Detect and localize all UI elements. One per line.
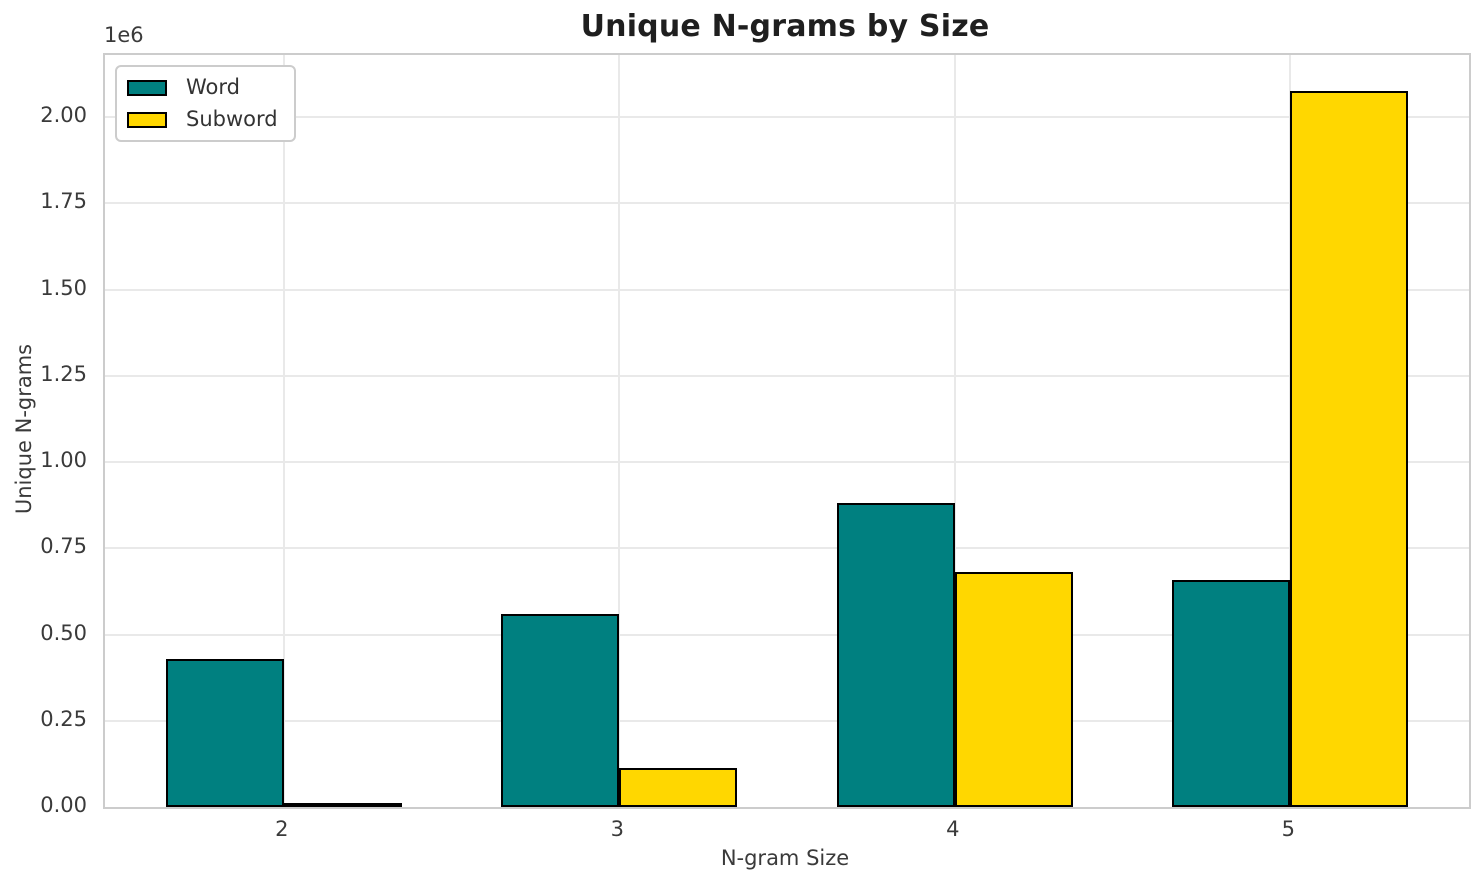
bar-subword-5 — [1290, 91, 1409, 807]
plot-area: Word Subword — [103, 53, 1471, 809]
legend-swatch-word — [127, 79, 167, 96]
y-tick-label-0.50: 0.50 — [40, 620, 87, 645]
legend: Word Subword — [115, 65, 296, 142]
bar-subword-3 — [619, 767, 738, 807]
x-tick-label-3: 3 — [610, 817, 624, 841]
y-axis-offset-label: 1e6 — [104, 23, 144, 47]
bar-subword-4 — [954, 572, 1073, 807]
chart-title: Unique N-grams by Size — [580, 9, 990, 44]
legend-entry-word: Word — [127, 75, 278, 100]
x-axis-label: N-gram Size — [720, 846, 850, 870]
gridline-y-0.25 — [105, 719, 1469, 722]
bar-word-4 — [836, 503, 955, 807]
y-tick-label-1.75: 1.75 — [40, 189, 87, 214]
bar-word-2 — [165, 658, 284, 807]
legend-entry-subword: Subword — [127, 107, 278, 132]
y-tick-label-2.00: 2.00 — [40, 103, 87, 128]
gridline-y-1.50 — [105, 288, 1469, 291]
gridline-y-0.75 — [105, 547, 1469, 550]
gridline-x-2 — [282, 55, 285, 807]
gridline-y-0.50 — [105, 633, 1469, 636]
y-tick-label-0.75: 0.75 — [40, 534, 87, 559]
x-tick-label-4: 4 — [946, 817, 960, 841]
legend-label-subword: Subword — [186, 107, 278, 131]
gridline-y-2.00 — [105, 116, 1469, 119]
bar-word-3 — [501, 613, 620, 807]
y-tick-label-1.00: 1.00 — [40, 448, 87, 473]
bar-subword-2 — [283, 802, 402, 807]
gridline-y-1.00 — [105, 461, 1469, 464]
x-tick-label-2: 2 — [275, 817, 289, 841]
y-tick-label-0.25: 0.25 — [40, 706, 87, 731]
gridline-x-4 — [953, 55, 956, 807]
y-tick-label-1.50: 1.50 — [40, 275, 87, 300]
legend-label-word: Word — [186, 75, 240, 99]
y-tick-label-0.00: 0.00 — [40, 793, 87, 817]
x-tick-label-5: 5 — [1281, 817, 1295, 841]
legend-swatch-subword — [127, 111, 167, 128]
gridline-x-3 — [618, 55, 621, 807]
y-tick-label-1.25: 1.25 — [40, 361, 87, 386]
gridline-y-1.75 — [105, 202, 1469, 205]
gridline-y-1.25 — [105, 374, 1469, 377]
bar-word-5 — [1172, 580, 1291, 807]
